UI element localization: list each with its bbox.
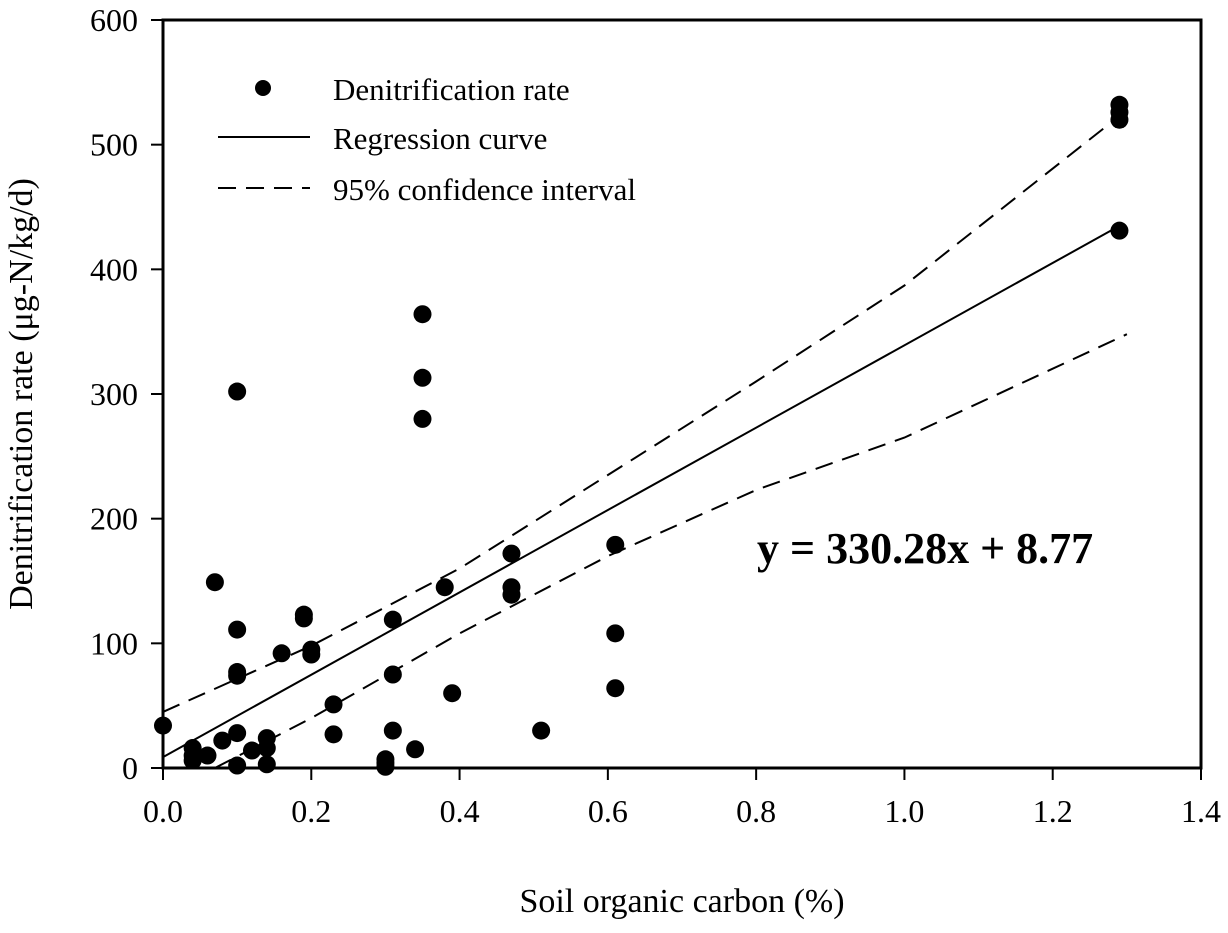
data-points xyxy=(154,95,1129,776)
y-tick-label: 400 xyxy=(90,251,138,287)
data-point xyxy=(606,624,625,643)
data-point xyxy=(413,409,432,428)
data-point xyxy=(406,740,425,759)
y-axis-title: Denitrification rate (μg-N/kg/d) xyxy=(3,178,40,610)
data-point xyxy=(532,721,551,740)
data-point xyxy=(383,721,402,740)
legend-label-ci: 95% confidence interval xyxy=(333,172,636,207)
y-axis-ticks: 0 100 200 300 400 500 600 xyxy=(90,2,163,786)
data-point xyxy=(302,640,321,659)
regression-equation: y = 330.28x + 8.77 xyxy=(757,524,1093,573)
data-point xyxy=(383,610,402,629)
x-axis-title: Soil organic carbon (%) xyxy=(519,883,844,920)
data-point xyxy=(606,679,625,698)
data-point xyxy=(257,739,276,758)
data-point xyxy=(205,573,224,592)
data-point xyxy=(154,716,172,735)
legend-marker-points xyxy=(255,80,271,96)
data-point xyxy=(1110,221,1129,240)
y-tick-label: 300 xyxy=(90,376,138,412)
data-point xyxy=(606,535,625,554)
x-tick-label: 1.4 xyxy=(1181,793,1221,829)
x-tick-label: 1.0 xyxy=(884,793,924,829)
y-tick-label: 200 xyxy=(90,501,138,537)
series-lines xyxy=(162,115,1128,769)
x-tick-label: 0.2 xyxy=(291,793,331,829)
data-point xyxy=(502,544,521,563)
data-point xyxy=(228,724,247,743)
data-point xyxy=(413,305,432,324)
data-point xyxy=(228,620,247,639)
legend-label-points: Denitrification rate xyxy=(333,72,570,107)
x-tick-label: 1.2 xyxy=(1033,793,1073,829)
y-tick-label: 100 xyxy=(90,625,138,661)
legend-label-regression: Regression curve xyxy=(333,121,547,156)
data-point xyxy=(228,666,247,685)
data-point xyxy=(376,750,395,769)
data-point xyxy=(257,755,276,774)
data-point xyxy=(502,585,521,604)
data-point xyxy=(1110,110,1129,129)
confidence-interval-line xyxy=(214,333,1128,769)
x-tick-label: 0.4 xyxy=(440,793,480,829)
data-point xyxy=(294,605,313,624)
y-tick-label: 500 xyxy=(90,127,138,163)
x-tick-label: 0.6 xyxy=(588,793,628,829)
x-tick-label: 0.8 xyxy=(736,793,776,829)
x-tick-label: 0.0 xyxy=(143,793,183,829)
data-point xyxy=(242,741,261,760)
y-tick-label: 0 xyxy=(122,750,138,786)
x-axis-ticks: 0.0 0.2 0.4 0.6 0.8 1.0 1.2 1.4 xyxy=(143,768,1221,829)
data-point xyxy=(272,644,291,663)
data-point xyxy=(198,746,217,765)
data-point xyxy=(383,665,402,684)
data-point xyxy=(183,751,202,770)
data-point xyxy=(324,725,343,744)
data-point xyxy=(324,695,343,714)
y-tick-label: 600 xyxy=(90,2,138,38)
data-point xyxy=(228,382,247,401)
data-point xyxy=(228,756,247,775)
regression-line xyxy=(162,225,1120,758)
confidence-interval-line xyxy=(162,115,1121,713)
legend: Denitrification rate Regression curve 95… xyxy=(218,72,636,207)
data-point xyxy=(443,684,462,703)
data-point xyxy=(435,578,454,597)
data-point xyxy=(213,731,232,750)
data-point xyxy=(413,368,432,387)
